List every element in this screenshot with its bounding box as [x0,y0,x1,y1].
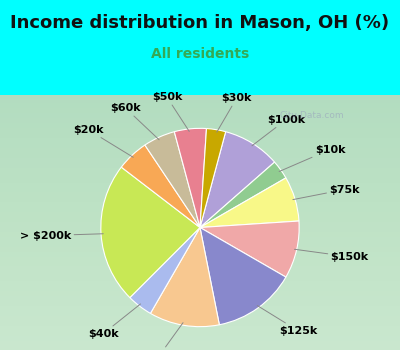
Wedge shape [200,128,226,228]
Text: > $200k: > $200k [20,231,103,240]
Wedge shape [200,178,299,228]
Text: $60k: $60k [110,103,159,140]
Wedge shape [200,132,274,228]
Wedge shape [150,228,219,327]
Wedge shape [145,132,200,228]
Text: $40k: $40k [88,304,140,339]
Text: $100k: $100k [252,115,305,146]
Wedge shape [200,221,299,277]
Text: $150k: $150k [294,249,369,262]
Wedge shape [121,145,200,228]
Text: $200k: $200k [141,323,183,350]
Text: $125k: $125k [257,306,317,336]
Text: $10k: $10k [279,145,345,172]
Text: City-Data.com: City-Data.com [280,111,344,120]
Wedge shape [130,228,200,313]
Text: $50k: $50k [152,92,189,131]
Text: $20k: $20k [73,125,133,157]
Text: $30k: $30k [217,93,252,132]
Text: $75k: $75k [293,184,360,200]
Wedge shape [174,128,206,228]
Text: All residents: All residents [151,47,249,61]
Wedge shape [200,162,286,228]
Text: Income distribution in Mason, OH (%): Income distribution in Mason, OH (%) [10,14,390,32]
Wedge shape [200,228,286,325]
Wedge shape [101,167,200,298]
